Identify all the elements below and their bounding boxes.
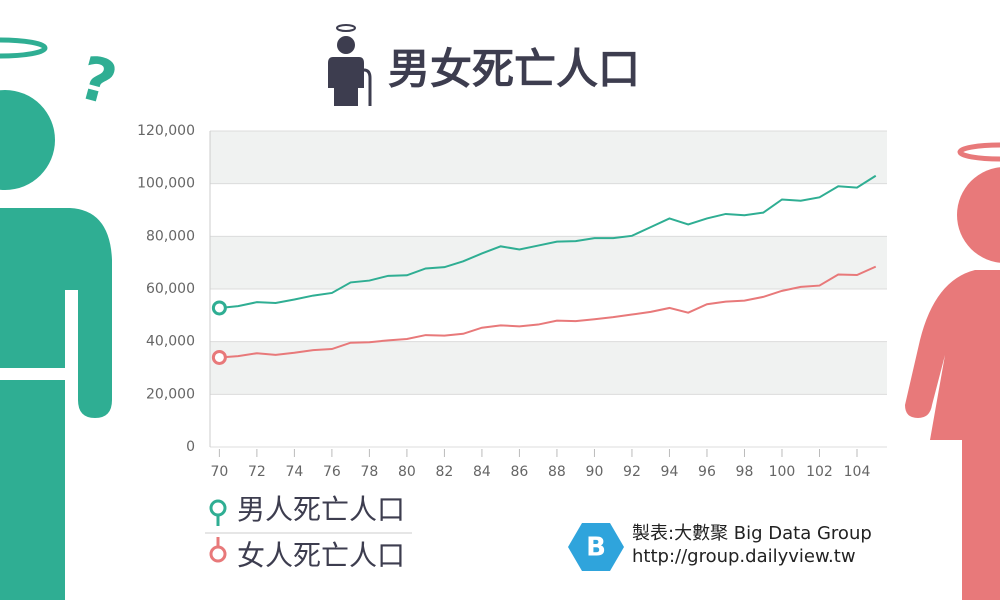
x-tick-label: 100 [769, 464, 796, 480]
legend-label: 女人死亡人口 [237, 539, 405, 572]
legend-label: 男人死亡人口 [237, 493, 405, 526]
x-tick-label: 104 [844, 464, 871, 480]
chart-title: 男女死亡人口 [388, 45, 640, 94]
x-tick-label: 72 [248, 464, 266, 480]
source-logo: B [568, 523, 624, 571]
male-figure: ? [0, 37, 124, 600]
plot: 0 20,000 40,000 60,000 80,000 100,000 120,000 7… [137, 123, 887, 480]
x-tick-label: 96 [698, 464, 716, 480]
y-tick-label: 100,000 [137, 176, 195, 192]
x-tick-label: 84 [473, 464, 491, 480]
source-credit: 製表:大數聚 Big Data Group [632, 523, 872, 544]
x-tick-label: 88 [548, 464, 566, 480]
legend-symbol [209, 499, 227, 517]
start-marker [211, 349, 227, 365]
y-tick-label: 80,000 [146, 228, 195, 244]
series-line [219, 174, 877, 309]
x-tick-label: 82 [436, 464, 454, 480]
x-tick-label: 76 [323, 464, 341, 480]
y-tick-label: 120,000 [137, 123, 195, 139]
title-icon [328, 24, 372, 106]
x-tick-label: 94 [661, 464, 679, 480]
legend-symbol [209, 545, 227, 563]
x-tick-label: 102 [806, 464, 833, 480]
x-tick-label: 98 [736, 464, 754, 480]
y-tick-label: 60,000 [146, 281, 195, 297]
svg-text:B: B [586, 533, 606, 563]
x-tick-label: 86 [511, 464, 529, 480]
x-tick-label: 92 [623, 464, 641, 480]
y-tick-label: 0 [186, 439, 195, 455]
series-line [219, 265, 877, 359]
y-tick-label: 40,000 [146, 334, 195, 350]
x-tick-label: 70 [210, 464, 228, 480]
grid-band [210, 236, 887, 289]
x-tick-label: 74 [285, 464, 303, 480]
source-url: http://group.dailyview.tw [632, 546, 856, 567]
start-marker [211, 300, 227, 316]
female-figure [905, 142, 1000, 600]
y-tick-label: 20,000 [146, 386, 195, 402]
svg-text:?: ? [72, 43, 124, 120]
x-tick-label: 80 [398, 464, 416, 480]
x-tick-label: 78 [360, 464, 378, 480]
x-tick-label: 90 [586, 464, 604, 480]
grid-band [210, 131, 887, 184]
